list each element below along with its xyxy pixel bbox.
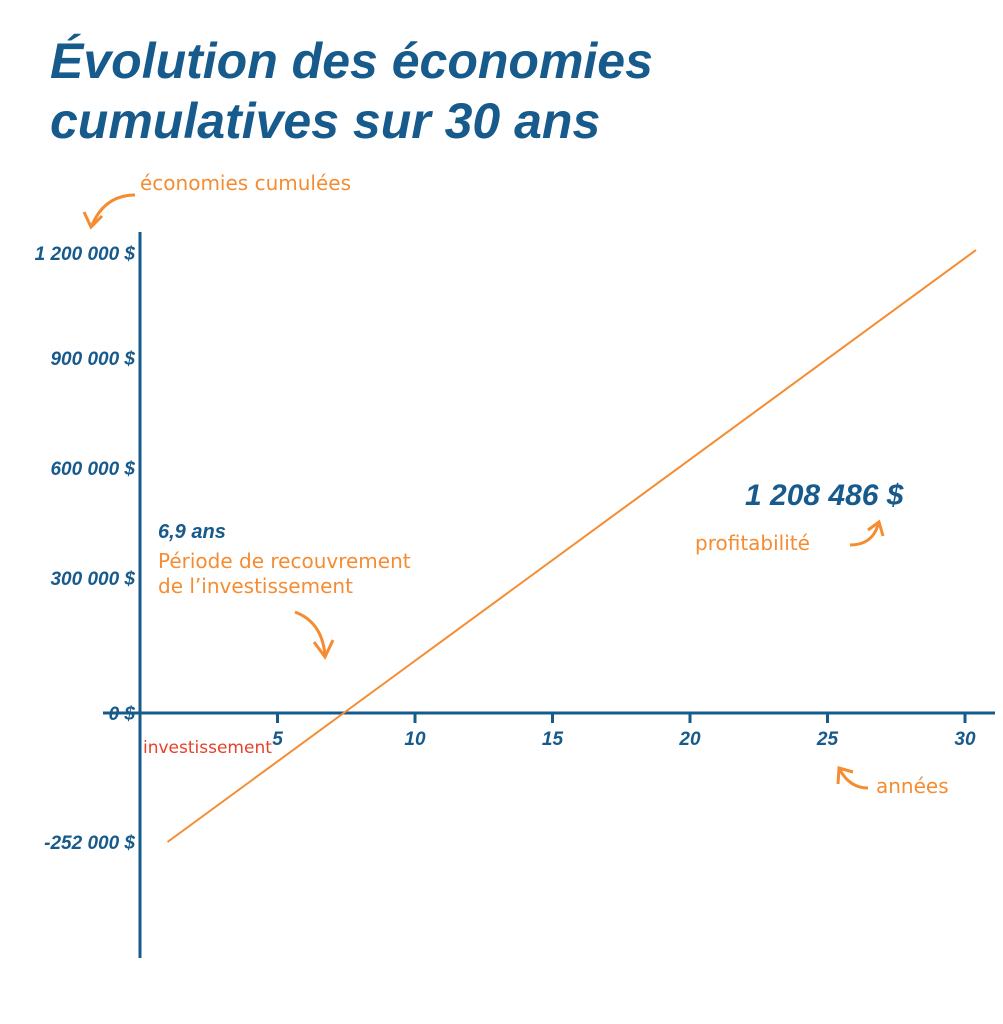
x-axis-label: années <box>876 774 949 798</box>
x-tick-label: 30 <box>954 729 976 750</box>
profit-arrow-icon <box>849 519 885 547</box>
investment-label: investissement <box>143 738 272 758</box>
chart-title-line-1: Évolution des économies <box>50 33 653 89</box>
payback-text-2: de l’investissement <box>158 574 353 598</box>
y-tick-label: 0 $ <box>109 704 136 725</box>
payback-value: 6,9 ans <box>158 521 226 543</box>
y-tick-label: 1 200 000 $ <box>35 244 136 265</box>
x-tick-label: 5 <box>272 729 283 750</box>
payback-text-1: Période de recouvrement <box>158 549 411 573</box>
x-tick-label: 25 <box>816 729 839 750</box>
x-tick-label: 15 <box>542 729 564 750</box>
y-tick-label: 900 000 $ <box>50 349 135 370</box>
x-axis-arrow-icon <box>836 766 869 790</box>
profit-label: profitabilité <box>695 531 810 555</box>
payback-arrow-icon <box>294 610 335 660</box>
final-value: 1 208 486 $ <box>745 479 904 512</box>
x-tick-label: 20 <box>678 729 701 750</box>
chart-title-line-2: cumulatives sur 30 ans <box>50 93 600 149</box>
y-tick-label: 600 000 $ <box>50 459 135 480</box>
y-axis-label: économies cumulées <box>140 171 351 195</box>
y-tick-label: -252 000 $ <box>44 833 135 854</box>
y-tick-label: 300 000 $ <box>50 569 135 590</box>
series-line <box>166 249 977 843</box>
y-axis-arrow-icon <box>82 193 136 230</box>
x-tick-label: 10 <box>404 729 426 750</box>
